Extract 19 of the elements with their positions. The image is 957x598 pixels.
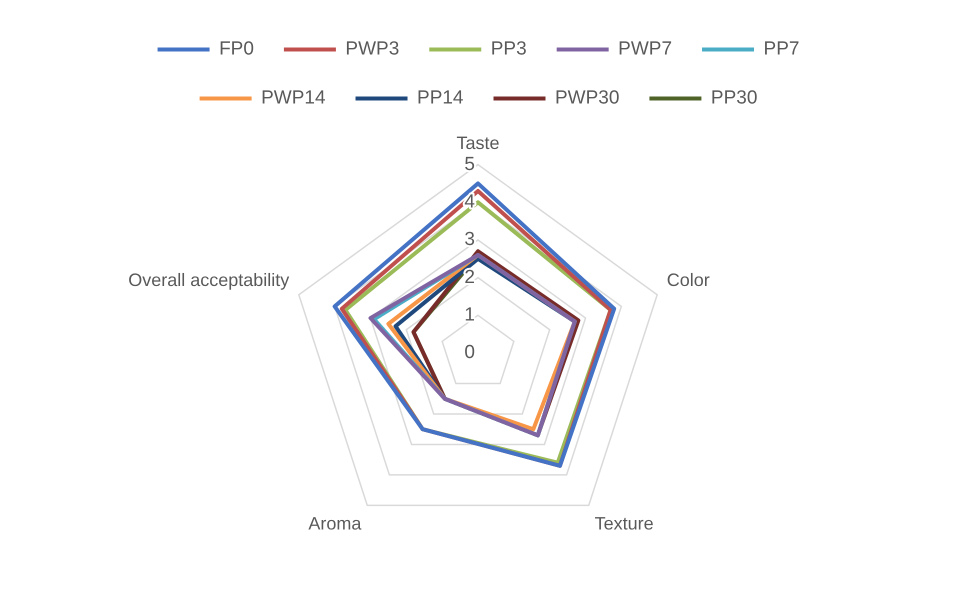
spoke-label: Taste — [456, 132, 500, 153]
legend-label: PWP14 — [261, 88, 326, 109]
legend-label: PWP30 — [555, 88, 620, 109]
legend-label: FP0 — [219, 38, 254, 60]
legend-label: PWP7 — [618, 38, 672, 60]
legend-label: PP14 — [417, 88, 464, 109]
spoke-label: Aroma — [308, 513, 362, 534]
legend-label: PP30 — [710, 88, 758, 109]
spoke-label: Overall acceptability — [128, 270, 290, 290]
y-tick-label: 1 — [464, 304, 475, 326]
legend-label: PP7 — [764, 38, 800, 60]
legend-label: PWP3 — [345, 38, 400, 60]
legend-label: PP3 — [490, 38, 527, 60]
spoke-label: Texture — [594, 513, 654, 534]
y-tick-label: 3 — [464, 229, 475, 250]
y-tick-label: 2 — [464, 266, 475, 288]
y-tick-label: 0 — [464, 342, 475, 364]
spoke-label: Color — [666, 270, 710, 290]
y-tick-label: 5 — [464, 154, 475, 175]
